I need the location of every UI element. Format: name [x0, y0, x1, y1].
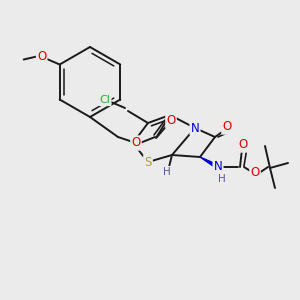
- Text: O: O: [131, 136, 141, 149]
- Text: S: S: [144, 155, 152, 169]
- Text: N: N: [190, 122, 200, 134]
- Text: O: O: [222, 121, 232, 134]
- Text: O: O: [37, 50, 46, 63]
- Text: H: H: [163, 167, 171, 177]
- Text: O: O: [167, 115, 176, 128]
- Text: O: O: [238, 139, 247, 152]
- Text: N: N: [214, 160, 222, 173]
- Text: Cl: Cl: [100, 95, 110, 105]
- Polygon shape: [200, 157, 219, 169]
- Text: H: H: [218, 174, 226, 184]
- Text: O: O: [250, 167, 260, 179]
